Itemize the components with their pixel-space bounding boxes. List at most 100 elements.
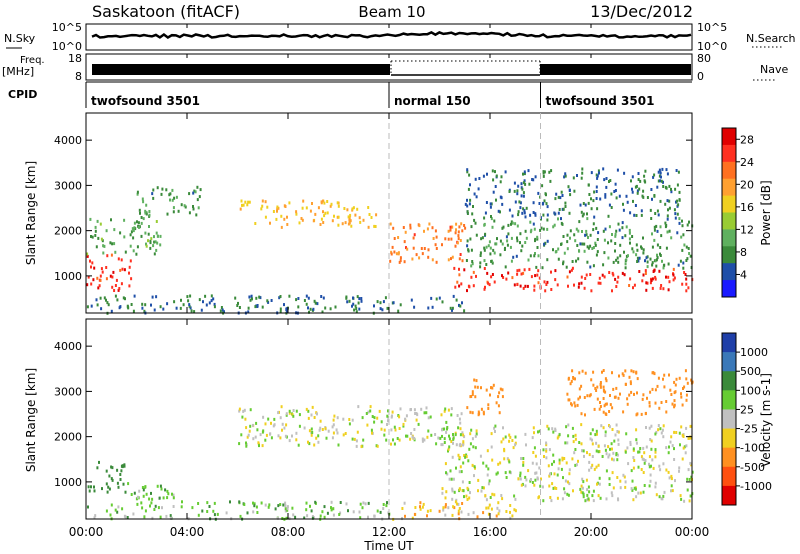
- heatmap-cell: [612, 273, 615, 277]
- heatmap-cell: [678, 217, 681, 221]
- heatmap-cell: [522, 286, 525, 290]
- heatmap-cell: [629, 380, 632, 384]
- heatmap-cell: [489, 393, 491, 397]
- heatmap-cell: [101, 270, 104, 274]
- heatmap-cell: [586, 451, 588, 455]
- heatmap-cell: [427, 429, 430, 433]
- heatmap-cell: [348, 422, 351, 426]
- heatmap-cell: [654, 277, 657, 281]
- heatmap-cell: [393, 250, 396, 254]
- heatmap-cell: [295, 212, 298, 216]
- heatmap-cell: [545, 456, 548, 460]
- heatmap-cell: [192, 191, 195, 195]
- heatmap-cell: [595, 226, 598, 230]
- heatmap-cell: [599, 381, 602, 384]
- heatmap-cell: [456, 414, 459, 417]
- heatmap-cell: [398, 438, 401, 442]
- heatmap-cell: [656, 256, 659, 260]
- heatmap-cell: [587, 497, 590, 501]
- heatmap-cell: [460, 470, 463, 474]
- heatmap-cell: [397, 252, 400, 256]
- heatmap-cell: [650, 188, 653, 191]
- heatmap-cell: [581, 214, 584, 218]
- heatmap-cell: [641, 279, 644, 283]
- heatmap-cell: [399, 303, 402, 307]
- heatmap-cell: [648, 465, 651, 469]
- heatmap-cell: [576, 174, 578, 177]
- heatmap-cell: [398, 260, 401, 264]
- heatmap-cell: [122, 482, 125, 486]
- heatmap-cell: [358, 297, 361, 301]
- heatmap-cell: [188, 303, 191, 307]
- heatmap-cell: [673, 430, 676, 434]
- heatmap-cell: [455, 228, 457, 232]
- heatmap-cell: [645, 281, 648, 285]
- heatmap-cell: [444, 237, 447, 241]
- heatmap-cell: [348, 216, 351, 220]
- heatmap-cell: [602, 229, 605, 233]
- heatmap-cell: [110, 309, 113, 313]
- heatmap-cell: [360, 299, 363, 303]
- heatmap-cell: [667, 451, 670, 455]
- heatmap-cell: [568, 468, 571, 472]
- heatmap-cell: [602, 426, 605, 430]
- heatmap-cell: [310, 413, 313, 417]
- heatmap-cell: [529, 213, 532, 217]
- heatmap-cell: [546, 218, 549, 222]
- heatmap-cell: [559, 196, 562, 200]
- heatmap-cell: [560, 467, 563, 471]
- heatmap-cell: [364, 502, 367, 506]
- heatmap-cell: [679, 259, 682, 263]
- velocity-colorbar-label: Velocity [m s-1]: [759, 373, 773, 467]
- heatmap-cell: [685, 289, 688, 293]
- heatmap-cell: [445, 420, 448, 424]
- heatmap-cell: [552, 453, 555, 457]
- heatmap-cell: [662, 180, 664, 184]
- heatmap-cell: [651, 286, 654, 290]
- heatmap-cell: [142, 488, 145, 492]
- heatmap-cell: [421, 437, 424, 441]
- heatmap-cell: [645, 445, 648, 449]
- heatmap-cell: [623, 171, 626, 175]
- heatmap-cell: [561, 194, 564, 197]
- heatmap-cell: [633, 213, 636, 217]
- heatmap-cell: [607, 214, 610, 218]
- heatmap-cell: [348, 418, 351, 421]
- heatmap-cell: [457, 234, 460, 238]
- heatmap-cell: [444, 462, 447, 466]
- heatmap-cell: [342, 417, 345, 421]
- x-tick-label-0: 00:00: [69, 525, 104, 539]
- heatmap-cell: [277, 411, 280, 415]
- heatmap-cell: [480, 386, 482, 390]
- heatmap-cell: [651, 371, 654, 375]
- heatmap-cell: [603, 444, 606, 448]
- heatmap-cell: [486, 449, 489, 453]
- heatmap-cell: [619, 479, 622, 483]
- heatmap-cell: [474, 385, 477, 389]
- heatmap-cell: [621, 236, 624, 240]
- heatmap-cell: [457, 237, 460, 241]
- heatmap-cell: [279, 503, 282, 506]
- heatmap-cell: [336, 416, 339, 420]
- heatmap-cell: [173, 300, 176, 304]
- heatmap-cell: [179, 306, 182, 310]
- heatmap-cell: [96, 219, 99, 223]
- heatmap-cell: [656, 384, 659, 388]
- heatmap-cell: [642, 248, 645, 252]
- heatmap-cell: [475, 195, 478, 199]
- heatmap-cell: [568, 398, 571, 402]
- heatmap-cell: [253, 504, 256, 508]
- heatmap-cell: [534, 454, 537, 458]
- heatmap-cell: [520, 457, 523, 460]
- heatmap-cell: [105, 482, 108, 486]
- heatmap-cell: [322, 296, 325, 300]
- heatmap-cell: [463, 224, 466, 227]
- heatmap-cell: [412, 236, 415, 240]
- heatmap-cell: [673, 405, 676, 409]
- heatmap-cell: [151, 192, 154, 196]
- heatmap-cell: [554, 269, 557, 273]
- heatmap-cell: [379, 510, 382, 514]
- heatmap-cell: [280, 225, 283, 229]
- heatmap-cell: [238, 442, 241, 446]
- heatmap-cell: [466, 498, 469, 501]
